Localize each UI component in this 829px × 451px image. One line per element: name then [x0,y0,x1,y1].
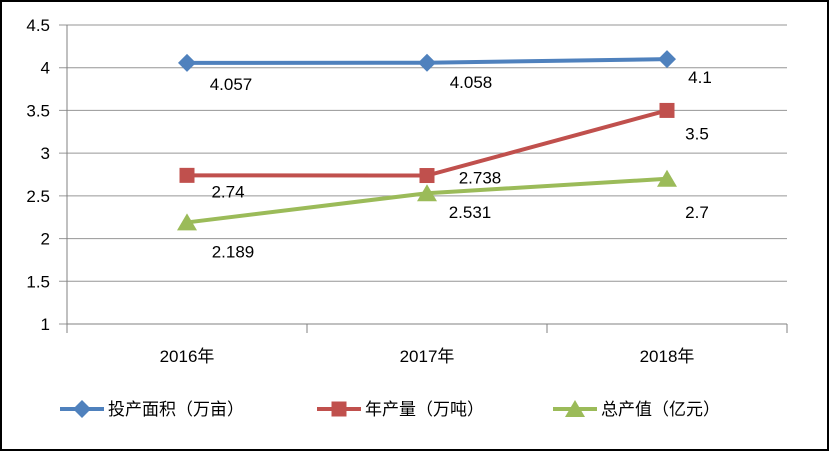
diamond-marker [418,53,436,72]
legend-label: 投产面积（万亩） [108,400,244,419]
triangle-marker [177,213,197,231]
data-label: 2.74 [211,182,244,201]
y-tick-label: 1.5 [26,272,50,291]
y-tick-label: 4 [41,59,50,78]
diamond-marker [658,50,676,69]
triangle-marker [657,169,677,187]
x-tick-label: 2016年 [160,347,215,366]
y-tick-label: 3.5 [26,101,50,120]
data-label: 2.738 [459,169,502,188]
y-tick-label: 3 [41,144,50,163]
data-label: 2.7 [685,203,709,222]
legend-label: 年产量（万吨） [365,400,484,419]
square-marker [179,167,195,183]
square-marker [659,102,675,118]
square-marker [331,401,347,417]
data-label: 4.057 [210,75,253,94]
square-marker [419,168,435,184]
diamond-marker [178,53,196,72]
diamond-marker [73,400,91,418]
y-tick-label: 1 [41,315,50,334]
y-tick-label: 2 [41,230,50,249]
x-tick-label: 2017年 [400,347,455,366]
legend-label: 总产值（亿元） [601,400,720,419]
data-label: 4.058 [450,73,493,92]
triangle-marker [417,184,437,202]
data-label: 2.531 [449,203,492,222]
x-tick-label: 2018年 [640,347,695,366]
data-label: 3.5 [685,124,709,143]
data-label: 4.1 [688,68,712,87]
y-tick-label: 4.5 [26,16,50,35]
y-tick-label: 2.5 [26,187,50,206]
series-line [186,108,668,178]
data-label: 2.189 [212,242,255,261]
triangle-marker [565,400,585,417]
